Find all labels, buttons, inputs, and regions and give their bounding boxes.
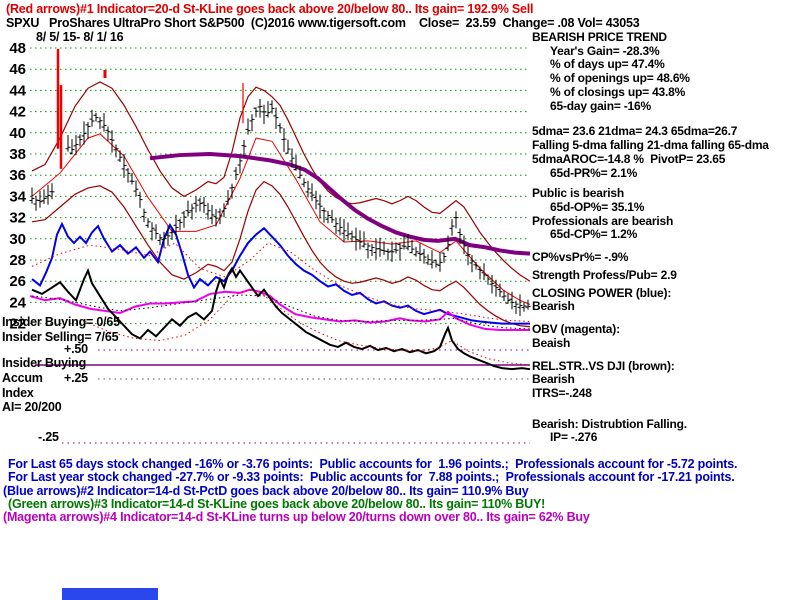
stats-panel-line: Strength Profess/Pub= 2.9 (532, 267, 677, 282)
y-axis-tick-label: 36 (9, 167, 26, 184)
indicator1-title: (Red arrows)#1 Indicator=20-d St-KLine g… (6, 2, 534, 16)
stats-panel-line: 65-day gain= -16% (550, 98, 651, 113)
accum-ma-dotted-line (84, 289, 531, 366)
y-axis-tick-label: 48 (9, 40, 26, 57)
stats-panel-line: % of days up= 47.4% (550, 57, 665, 71)
stats-panel-line: Professionals are bearish (532, 213, 674, 228)
stats-panel-line: Bearish (532, 372, 575, 386)
plus50-label: +.50 (64, 342, 88, 356)
stats-panel-line: Beaish (532, 335, 571, 350)
stats-panel-line: 5dma= 23.6 21dma= 24.3 65dma=26.7 (532, 124, 738, 138)
y-axis-tick-label: 28 (9, 252, 26, 269)
y-axis-tick-label: 38 (9, 146, 26, 163)
stats-panel-line: REL.STR..VS DJI (brown): (532, 358, 675, 373)
insider-selling-count-label: Insider Selling= 7/65 (2, 330, 119, 344)
stats-panel-line: Year's Gain= -28.3% (550, 43, 660, 58)
stats-panel-line: CP%vsPr%= -.9% (532, 249, 629, 264)
stats-panel-line: ITRS=-.248 (532, 385, 592, 400)
date-range: 8/ 5/ 15- 8/ 1/ 16 (36, 30, 124, 44)
insider-buying-label: Insider Buying (2, 356, 87, 370)
minus25-label: -.25 (38, 430, 59, 444)
insider-buying-count-label: Insider Buying= 0/65 (2, 315, 120, 329)
closing-power-line (31, 221, 530, 325)
stats-panel-line: % of openings up= 48.6% (550, 71, 690, 85)
stats-panel-line: Bearish: Distrubtion Falling. (532, 416, 687, 431)
stats-panel-line: BEARISH PRICE TREND (532, 30, 667, 44)
taskbar-fragment[interactable] (62, 588, 158, 600)
stats-panel-line: 65d-OP%= 35.1% (550, 199, 645, 214)
indicator-legend-line: (Magenta arrows)#4 Indicator=14-d St-KLi… (3, 510, 590, 524)
y-axis-tick-label: 30 (9, 231, 26, 248)
plus25-label: +.25 (64, 371, 88, 385)
upper-band-line (31, 81, 531, 282)
y-axis-tick-label: 32 (9, 210, 26, 227)
dma65-line (149, 151, 531, 256)
stats-panel-line: 65d-CP%= 1.2% (550, 227, 638, 241)
indicator-legend-line: (Green arrows)#3 Indicator=14-d St-KLine… (8, 497, 546, 511)
indicator-legend-line: (Blue arrows)#2 Indicator=14-d St-PctD g… (3, 484, 529, 498)
y-axis-tick-label: 26 (9, 273, 26, 290)
stats-panel-line: % of closings up= 43.8% (550, 85, 686, 99)
stats-panel-line: Bearish (532, 299, 575, 313)
accum-line (31, 266, 531, 371)
indicator-legend-line: For Last 65 days stock changed -16% or -… (8, 457, 738, 471)
y-axis-tick-label: 22 (9, 316, 26, 333)
y-axis-tick-label: 42 (9, 104, 26, 121)
y-axis-tick-label: 46 (9, 61, 26, 78)
lower-band-line (31, 180, 531, 328)
index-label: Index (2, 386, 34, 400)
accum-label: Accum (2, 371, 43, 385)
stats-panel-line: CLOSING POWER (blue): (532, 285, 672, 300)
stats-panel-line: 65d-PR%= 2.1% (550, 165, 638, 180)
cp-ma-dotted-line (31, 242, 531, 322)
stats-panel-line: 5dmaAROC=-14.8 % PivotP= 23.65 (532, 151, 726, 166)
ticker-title: SPXU ProShares UltraPro Short S&P500 (C)… (6, 16, 640, 30)
mid-band-21dma-line (31, 133, 531, 305)
stats-panel-line: IP= -.276 (550, 430, 598, 444)
y-axis-tick-label: 44 (9, 82, 26, 99)
ai-ratio-label: AI= 20/200 (2, 400, 62, 414)
y-axis-tick-label: 24 (9, 294, 26, 311)
stats-panel-line: Falling 5-dma falling 21-dma falling 65-… (532, 138, 769, 152)
indicator-legend-line: For Last year stock changed -27.7% or -9… (8, 470, 735, 484)
y-axis-tick-label: 34 (9, 188, 26, 205)
y-axis-tick-label: 40 (9, 125, 26, 142)
stats-panel-line: Public is bearish (532, 186, 624, 200)
stats-panel-line: OBV (magenta): (532, 322, 620, 336)
